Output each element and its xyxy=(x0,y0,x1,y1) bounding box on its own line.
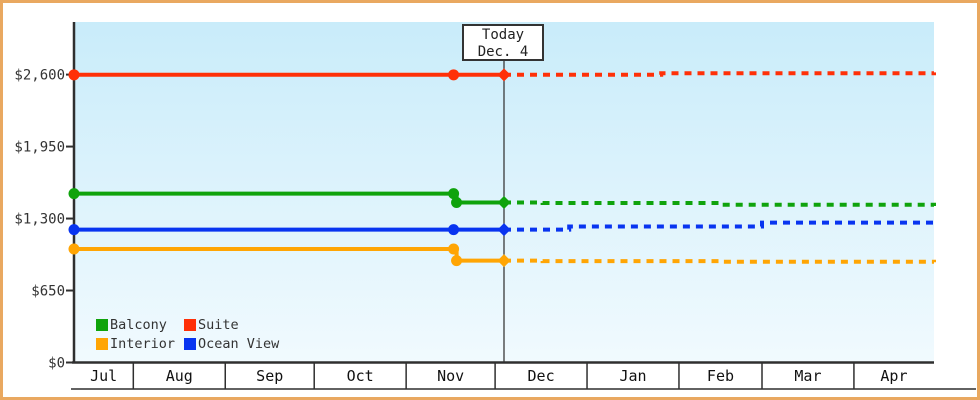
legend-swatch xyxy=(184,318,196,331)
today-date: Dec. 4 xyxy=(477,44,529,60)
legend-item-suite: Suite xyxy=(184,317,239,333)
today-point-balcony xyxy=(497,195,511,209)
legend-row: Balcony Suite xyxy=(96,315,279,334)
data-point-interior xyxy=(68,243,80,255)
legend-item-ocean-view: Ocean View xyxy=(184,336,279,352)
legend-label: Interior xyxy=(110,335,176,352)
legend-item-balcony: Balcony xyxy=(96,317,184,333)
month-label: Apr xyxy=(880,367,907,385)
chart-legend: Balcony Suite Interior Ocean View xyxy=(96,315,279,353)
today-marker-box: Today Dec. 4 xyxy=(462,24,544,61)
today-label: Today xyxy=(481,27,525,43)
data-point-balcony xyxy=(451,196,463,208)
today-point-suite xyxy=(497,68,511,82)
data-point-interior xyxy=(451,255,463,267)
month-label: Oct xyxy=(347,367,374,385)
data-point-suite xyxy=(448,69,460,81)
today-point-interior xyxy=(497,254,511,268)
data-point-balcony xyxy=(68,188,80,200)
y-tick-label: $1,300 xyxy=(14,212,65,228)
legend-row: Interior Ocean View xyxy=(96,334,279,353)
month-label: Mar xyxy=(794,367,821,385)
data-point-ocean-view xyxy=(68,224,80,236)
legend-label: Ocean View xyxy=(198,335,280,352)
y-tick-label: $650 xyxy=(31,284,65,300)
y-tick-label: $0 xyxy=(48,356,65,372)
y-tick-label: $1,950 xyxy=(14,140,65,156)
month-label: Dec xyxy=(528,367,555,385)
series-forecast-interior xyxy=(504,258,936,264)
series-forecast-suite xyxy=(504,71,936,77)
legend-label: Suite xyxy=(198,316,239,333)
series-forecast-ocean-view xyxy=(504,219,936,232)
data-point-balcony xyxy=(448,188,460,200)
data-point-interior xyxy=(448,243,460,255)
series-forecast-balcony xyxy=(504,200,936,207)
month-label: Feb xyxy=(707,367,734,385)
chart-canvas: Jul Aug Sep Oct Nov Dec Jan Feb Mar Apr $0 $650 $1,3… xyxy=(14,22,976,390)
today-point-ocean-view xyxy=(497,223,511,237)
legend-swatch xyxy=(184,337,196,350)
data-point-suite xyxy=(68,69,80,81)
month-label: Aug xyxy=(166,367,193,385)
legend-item-interior: Interior xyxy=(96,336,184,352)
month-label: Nov xyxy=(437,367,464,385)
legend-label: Balcony xyxy=(110,316,167,333)
legend-swatch xyxy=(96,337,108,350)
month-label: Sep xyxy=(256,367,283,385)
y-tick-label: $2,600 xyxy=(14,68,65,84)
legend-swatch xyxy=(96,318,108,331)
data-point-ocean-view xyxy=(448,224,460,236)
month-label: Jan xyxy=(619,367,646,385)
month-label: Jul xyxy=(90,367,117,385)
